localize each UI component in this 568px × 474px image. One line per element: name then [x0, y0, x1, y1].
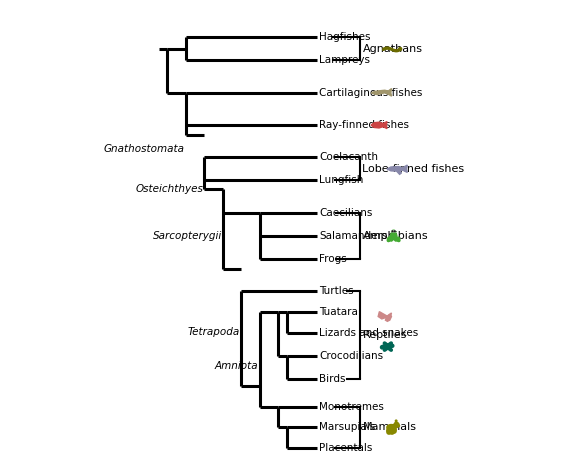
- Ellipse shape: [387, 425, 396, 430]
- Text: Ray-finned fishes: Ray-finned fishes: [319, 120, 409, 130]
- Text: Lobe-finned fishes: Lobe-finned fishes: [362, 164, 465, 174]
- Text: Tetrapoda: Tetrapoda: [188, 327, 240, 337]
- Text: Sarcopterygii: Sarcopterygii: [152, 231, 222, 241]
- Circle shape: [390, 233, 397, 239]
- Text: Lampreys: Lampreys: [319, 55, 370, 65]
- Text: Agnathans: Agnathans: [362, 44, 423, 54]
- Text: Amniota: Amniota: [215, 361, 258, 371]
- Circle shape: [394, 422, 399, 428]
- Text: Hagfishes: Hagfishes: [319, 32, 370, 42]
- Circle shape: [395, 420, 397, 422]
- Text: Reptiles: Reptiles: [362, 330, 407, 340]
- Text: Salamanders: Salamanders: [319, 231, 387, 241]
- Ellipse shape: [384, 344, 392, 349]
- Text: Osteichthyes: Osteichthyes: [135, 184, 203, 194]
- Polygon shape: [371, 90, 389, 94]
- Polygon shape: [388, 89, 391, 96]
- Text: Lungfish: Lungfish: [319, 175, 364, 185]
- Text: Gnathostomata: Gnathostomata: [104, 144, 185, 154]
- Text: Monotremes: Monotremes: [319, 401, 384, 411]
- Circle shape: [394, 231, 395, 232]
- Text: Birds: Birds: [319, 374, 345, 384]
- Text: Mammals: Mammals: [362, 422, 416, 432]
- Text: Marsupials: Marsupials: [319, 422, 375, 432]
- Circle shape: [392, 231, 393, 232]
- Circle shape: [392, 231, 393, 232]
- Text: Turtles: Turtles: [319, 286, 354, 296]
- Text: Cartilaginous fishes: Cartilaginous fishes: [319, 88, 423, 98]
- Text: Tuatara: Tuatara: [319, 307, 358, 317]
- Polygon shape: [388, 313, 391, 319]
- Circle shape: [394, 231, 395, 232]
- Polygon shape: [386, 314, 391, 321]
- Text: Lizards and snakes: Lizards and snakes: [319, 328, 418, 338]
- Text: Amphibians: Amphibians: [362, 231, 428, 241]
- Text: Coelacanth: Coelacanth: [319, 152, 378, 163]
- Text: Caecilians: Caecilians: [319, 208, 373, 218]
- Polygon shape: [403, 165, 407, 173]
- Ellipse shape: [398, 425, 399, 427]
- Polygon shape: [371, 122, 384, 128]
- Circle shape: [391, 344, 394, 347]
- Text: Placentals: Placentals: [319, 443, 373, 453]
- Circle shape: [395, 422, 397, 424]
- Polygon shape: [378, 311, 388, 319]
- Text: Frogs: Frogs: [319, 254, 347, 264]
- Polygon shape: [383, 121, 387, 128]
- Text: Crocodilians: Crocodilians: [319, 351, 383, 361]
- Circle shape: [399, 47, 402, 50]
- Polygon shape: [387, 166, 403, 171]
- Circle shape: [391, 230, 396, 234]
- Polygon shape: [396, 171, 402, 174]
